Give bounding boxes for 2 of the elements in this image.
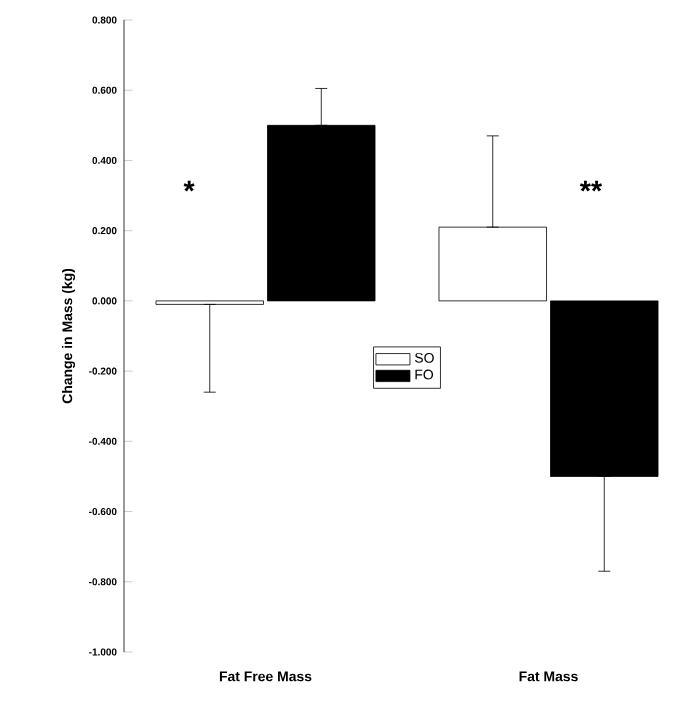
annotation: ** — [579, 180, 603, 192]
annotation: * — [183, 180, 195, 192]
